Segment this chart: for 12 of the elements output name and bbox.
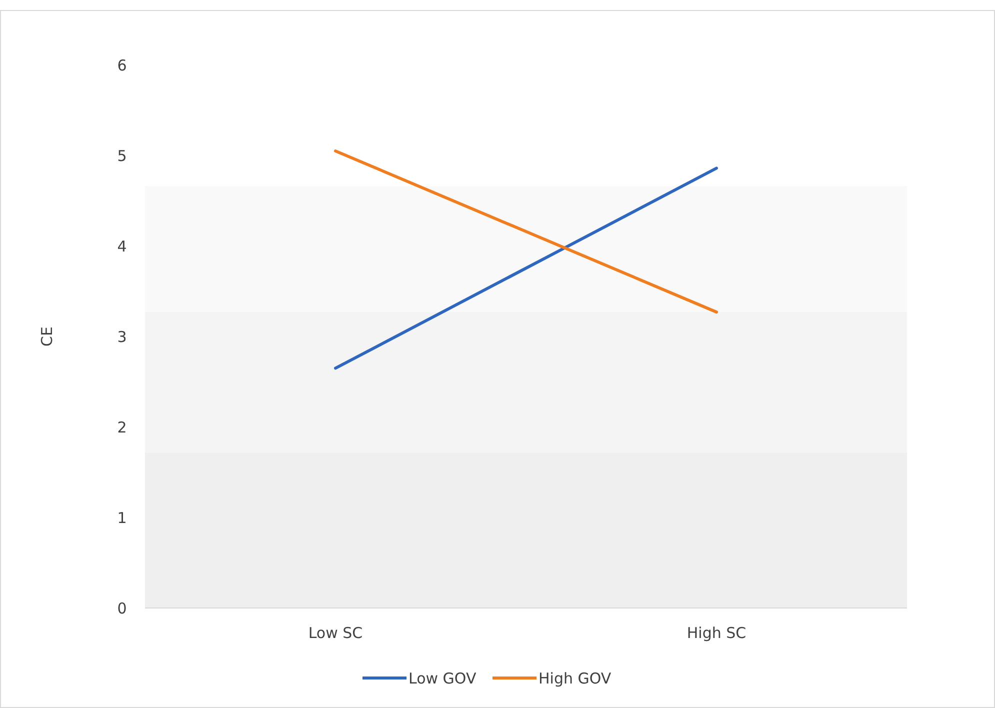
y-axis-title: CE — [38, 326, 56, 346]
y-tick-label: 1 — [117, 508, 127, 527]
y-tick-label: 5 — [117, 146, 127, 165]
x-tick-label: High SC — [686, 624, 746, 642]
y-tick-label: 0 — [117, 599, 127, 618]
y-tick-label: 2 — [117, 418, 127, 436]
legend-label: Low GOV — [408, 669, 477, 688]
y-tick-label: 3 — [117, 328, 127, 346]
y-tick-label: 6 — [117, 56, 127, 74]
y-tick-label: 4 — [117, 237, 127, 256]
x-tick-label: Low SC — [308, 624, 363, 642]
legend-label: High GOV — [538, 669, 612, 688]
